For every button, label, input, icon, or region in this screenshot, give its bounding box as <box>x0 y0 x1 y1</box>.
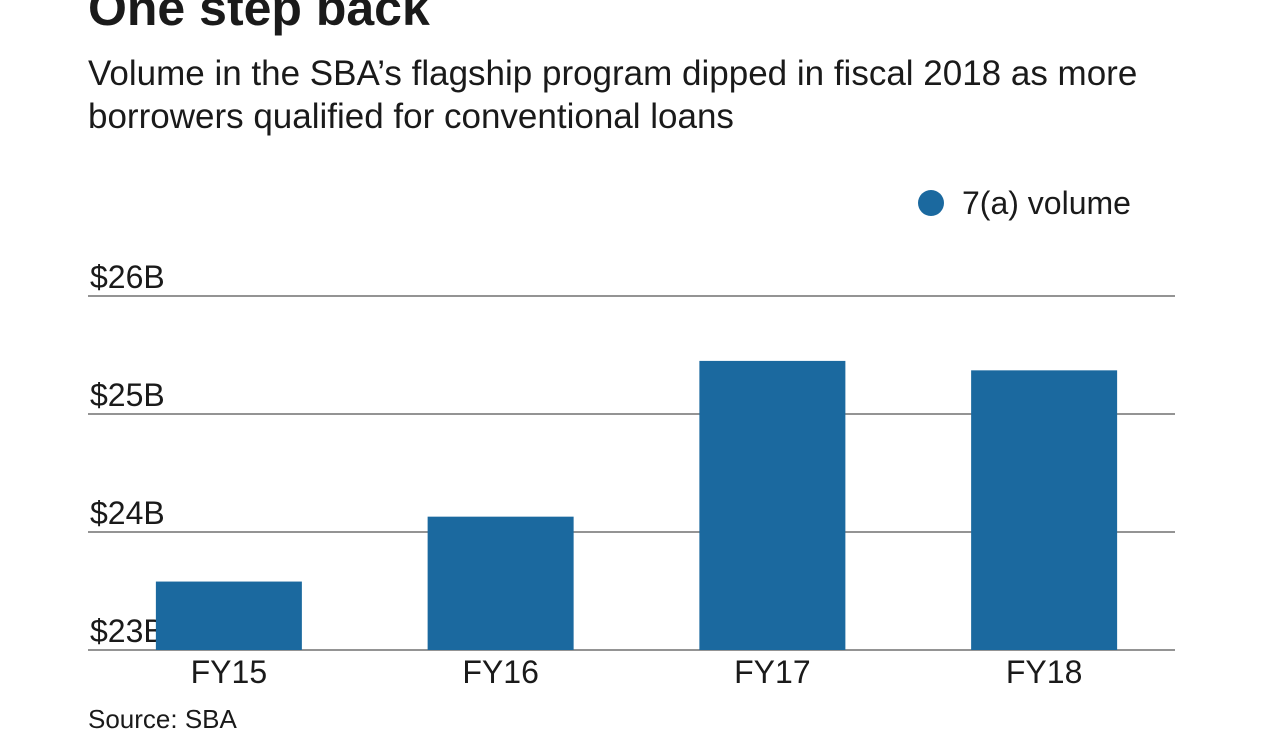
bar-fy18 <box>971 370 1118 650</box>
y-tick-label: $25B <box>90 377 165 413</box>
x-tick-label: FY16 <box>462 654 538 690</box>
legend: 7(a) volume <box>918 184 1131 222</box>
legend-swatch-icon <box>918 190 944 216</box>
y-tick-label: $26B <box>90 259 165 295</box>
chart-title: One step back <box>88 0 430 36</box>
y-tick-label: $24B <box>90 495 165 531</box>
bar-fy17 <box>699 360 846 650</box>
bar-fy16 <box>427 516 574 650</box>
x-tick-label: FY18 <box>1006 654 1082 690</box>
source-note: Source: SBA <box>88 704 237 734</box>
y-tick-label: $23B <box>90 613 165 649</box>
x-tick-label: FY17 <box>734 654 810 690</box>
legend-label: 7(a) volume <box>962 184 1131 221</box>
bar-fy15 <box>155 581 302 650</box>
x-tick-label: FY15 <box>191 654 267 690</box>
chart-subtitle: Volume in the SBA’s flagship program dip… <box>88 54 1138 136</box>
